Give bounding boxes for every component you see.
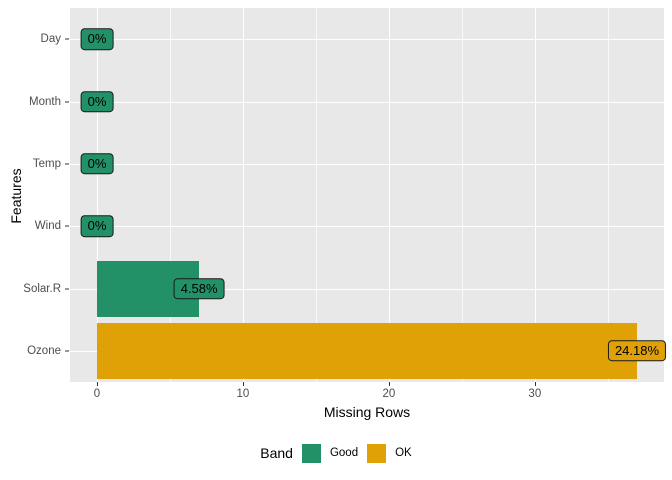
bar-label-temp: 0% [80, 153, 114, 175]
gridline-major-y-temp [70, 163, 664, 165]
legend-key-ok [367, 443, 387, 463]
x-tick-mark-10 [242, 382, 244, 386]
gridline-major-y-month [70, 101, 664, 103]
x-axis-title: Missing Rows [323, 404, 411, 420]
bar-label-solar-r: 4.58% [173, 277, 225, 300]
y-tick-label-solar-r: Solar.R [23, 282, 61, 295]
gridline-major-y-day [70, 39, 664, 41]
gridline-major-y-wind [70, 226, 664, 228]
y-axis-title: Features [8, 168, 24, 224]
gridline-major-x30 [534, 8, 536, 382]
x-tick-label-10: 10 [236, 388, 250, 400]
gridline-minor-x25 [461, 8, 463, 382]
bar-label-day: 0% [80, 28, 114, 50]
bar-label-ozone: 24.18% [607, 340, 667, 362]
y-tick-label-day: Day [40, 33, 61, 46]
gridline-minor-x35 [607, 8, 609, 382]
legend-key-good [301, 443, 321, 463]
legend-title: Band [260, 445, 293, 461]
y-tick-mark-solar-r [65, 288, 69, 289]
bar-ozone [97, 322, 637, 379]
bar-label-wind: 0% [80, 215, 114, 237]
gridline-major-y-solar-r [70, 288, 664, 290]
x-tick-mark-20 [388, 382, 390, 386]
x-tick-label-20: 20 [382, 388, 396, 400]
gridline-major-x0 [97, 8, 98, 382]
legend-label-ok: OK [395, 447, 412, 459]
legend: Band Good OK [0, 441, 672, 465]
gridline-minor-x15 [315, 8, 317, 382]
x-tick-label-0: 0 [93, 388, 101, 400]
legend-label-good: Good [329, 447, 359, 459]
plot-panel: 0% 0% 0% 0% 4.58% 24.18% [70, 8, 667, 382]
x-tick-mark-30 [534, 382, 536, 386]
y-tick-mark-ozone [65, 350, 69, 352]
gridline-major-x20 [388, 8, 390, 382]
y-tick-label-temp: Temp [32, 157, 61, 170]
y-tick-mark-month [65, 101, 69, 102]
x-tick-label-30: 30 [528, 388, 542, 400]
y-tick-mark-day [65, 38, 69, 40]
gridline-minor-x5 [169, 8, 171, 382]
bar-label-month: 0% [80, 90, 114, 113]
y-tick-label-ozone: Ozone [27, 344, 61, 357]
gridline-major-x10 [242, 8, 244, 382]
y-axis: Day Month Temp Wind Solar.R Ozone [0, 8, 61, 382]
y-tick-label-wind: Wind [34, 220, 61, 233]
y-tick-mark-wind [65, 225, 69, 227]
x-tick-mark-0 [97, 382, 98, 386]
y-tick-label-month: Month [29, 95, 61, 108]
y-tick-mark-temp [65, 163, 69, 165]
